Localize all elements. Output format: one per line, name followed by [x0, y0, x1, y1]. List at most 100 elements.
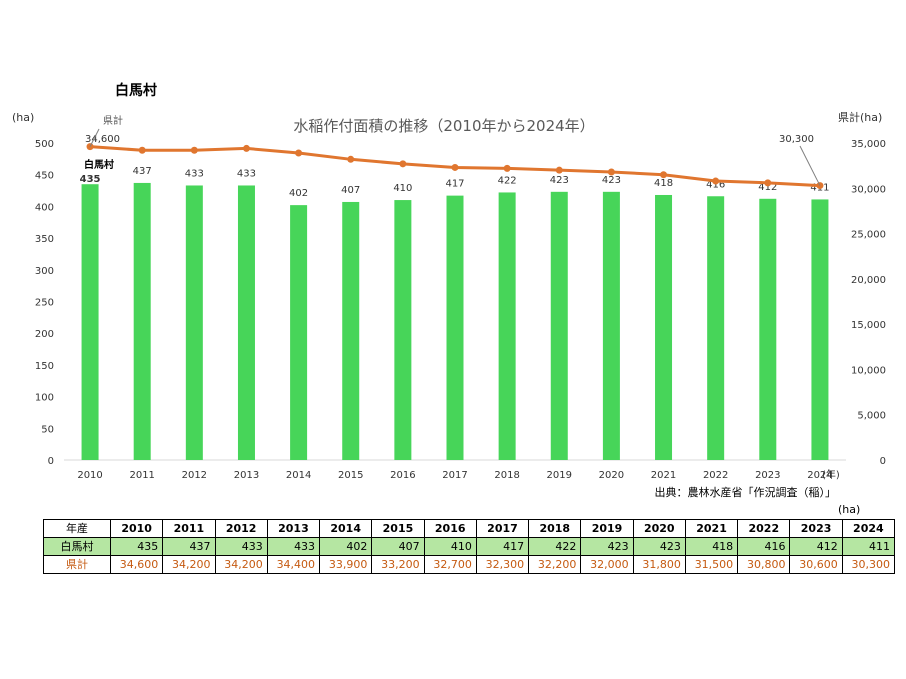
table-pref-row: 県計 34,600 34,200 34,200 34,400 33,900 33,200 3… — [43, 555, 896, 574]
table-pref-value: 32,700 — [423, 555, 477, 574]
left-tick-label: 100 — [35, 393, 54, 404]
table-year-2017: 2017 — [475, 519, 530, 538]
bar-2021 — [655, 194, 673, 460]
pref-point-2019 — [555, 166, 563, 174]
bar-2017 — [446, 195, 464, 460]
bar-2010 — [81, 184, 99, 460]
x-tick-label: 2023 — [755, 470, 780, 481]
left-tick-label: 50 — [41, 424, 54, 435]
left-tick-label: 300 — [35, 266, 54, 277]
table-pref-value: 30,800 — [737, 555, 791, 574]
table-village-value: 423 — [580, 537, 634, 556]
source-note: 出典：農林水産省「作況調査（稲）」 — [654, 486, 837, 499]
bar-2019 — [550, 191, 568, 460]
pref-point-2014 — [295, 149, 303, 157]
x-tick-label: 2022 — [703, 470, 728, 481]
table-pref-value: 33,900 — [319, 555, 373, 574]
pref-point-2018 — [503, 164, 511, 172]
data-table: 年産 2010 2011 2012 2013 2014 2015 2016 2017 2018 2… — [43, 519, 896, 574]
bar-2011 — [133, 182, 151, 460]
table-pref-value: 30,600 — [789, 555, 843, 574]
bar-value-label: 422 — [498, 175, 517, 186]
bar-2014 — [290, 205, 308, 460]
x-tick-label: 2019 — [547, 470, 572, 481]
village-title: 白馬村 — [115, 83, 157, 99]
table-village-value: 412 — [789, 537, 843, 556]
table-pref-value: 32,200 — [528, 555, 582, 574]
table-village-value: 417 — [475, 537, 530, 556]
x-tick-label: 2016 — [390, 470, 415, 481]
left-tick-label: 500 — [35, 139, 54, 150]
bar-2016 — [394, 200, 412, 460]
left-tick-label: 450 — [35, 171, 54, 182]
table-village-row: 白馬村 435 437 433 433 402 407 410 417 422 423 423 418… — [43, 537, 896, 556]
pref-last-value: 30,300 — [779, 134, 814, 145]
bar-value-label: 417 — [445, 179, 464, 190]
table-pref-value: 34,600 — [109, 555, 164, 574]
village-series-label: 白馬村 — [84, 158, 114, 171]
bar-value-label: 433 — [185, 168, 204, 179]
right-tick-label: 15,000 — [851, 320, 886, 331]
table-pref-value: 34,200 — [214, 555, 268, 574]
table-year-2023: 2023 — [789, 519, 843, 538]
bar-2024 — [811, 199, 829, 460]
table-pref-value: 31,800 — [632, 555, 686, 574]
right-tick-label: 25,000 — [851, 230, 886, 241]
x-tick-label: 2018 — [494, 470, 519, 481]
table-pref-value: 30,300 — [841, 555, 896, 574]
table-unit: (ha) — [838, 503, 861, 516]
bar-value-label: 423 — [602, 175, 621, 186]
x-tick-label: 2013 — [234, 470, 259, 481]
x-tick-label: 2017 — [442, 470, 467, 481]
pref-point-2011 — [138, 146, 146, 154]
table-year-2020: 2020 — [632, 519, 686, 538]
bar-2020 — [602, 191, 620, 460]
table-village-value: 407 — [371, 537, 425, 556]
table-pref-value: 34,200 — [162, 555, 216, 574]
table-pref-value: 34,400 — [266, 555, 321, 574]
table-village-value: 418 — [684, 537, 739, 556]
table-village-value: 411 — [841, 537, 896, 556]
left-tick-label: 350 — [35, 234, 54, 245]
bar-2018 — [498, 192, 516, 460]
chart: 水稲作付面積の推移（2010年から2024年） (ha) 県計(ha) 0 50 100 1… — [12, 110, 886, 481]
x-tick-label: 2020 — [599, 470, 624, 481]
bar-value-label: 407 — [341, 185, 360, 196]
bar-value-label: 402 — [289, 188, 308, 199]
table-village-value: 422 — [528, 537, 582, 556]
bar-value-label: 412 — [758, 182, 777, 193]
table-village-value: 435 — [109, 537, 164, 556]
left-axis-unit: (ha) — [12, 111, 34, 124]
right-tick-label: 30,000 — [851, 184, 886, 195]
x-tick-label: 2014 — [286, 470, 311, 481]
pref-leader-line — [89, 128, 100, 147]
bar-2023 — [759, 198, 777, 461]
table-year-2011: 2011 — [162, 519, 216, 538]
table-header-row: 年産 2010 2011 2012 2013 2014 2015 2016 2017 2018 2… — [43, 519, 896, 538]
x-tick-label: 2021 — [651, 470, 676, 481]
bar-value-label: 435 — [80, 174, 101, 185]
bar-value-label: 437 — [133, 166, 152, 177]
right-tick-label: 35,000 — [851, 139, 886, 150]
bar-value-label: 418 — [654, 178, 673, 189]
x-tick-label: 2012 — [182, 470, 207, 481]
pref-point-2021 — [660, 171, 668, 179]
table-year-2016: 2016 — [423, 519, 477, 538]
pref-point-2016 — [399, 160, 407, 168]
table-header-label: 年産 — [43, 519, 111, 538]
table-year-2013: 2013 — [266, 519, 321, 538]
bar-2013 — [237, 185, 255, 460]
pref-first-value: 34,600 — [85, 134, 120, 145]
pref-last-leader — [799, 145, 821, 186]
table-village-value: 416 — [737, 537, 791, 556]
right-tick-label: 10,000 — [851, 365, 886, 376]
right-tick-label: 20,000 — [851, 275, 886, 286]
right-axis-unit: 県計(ha) — [838, 110, 882, 124]
left-tick-label: 200 — [35, 329, 54, 340]
table-year-2012: 2012 — [214, 519, 268, 538]
table-village-value: 433 — [214, 537, 268, 556]
bar-2022 — [707, 196, 725, 461]
table-year-2010: 2010 — [109, 519, 164, 538]
x-axis-unit: (年) — [822, 468, 840, 481]
table-village-value: 433 — [266, 537, 321, 556]
